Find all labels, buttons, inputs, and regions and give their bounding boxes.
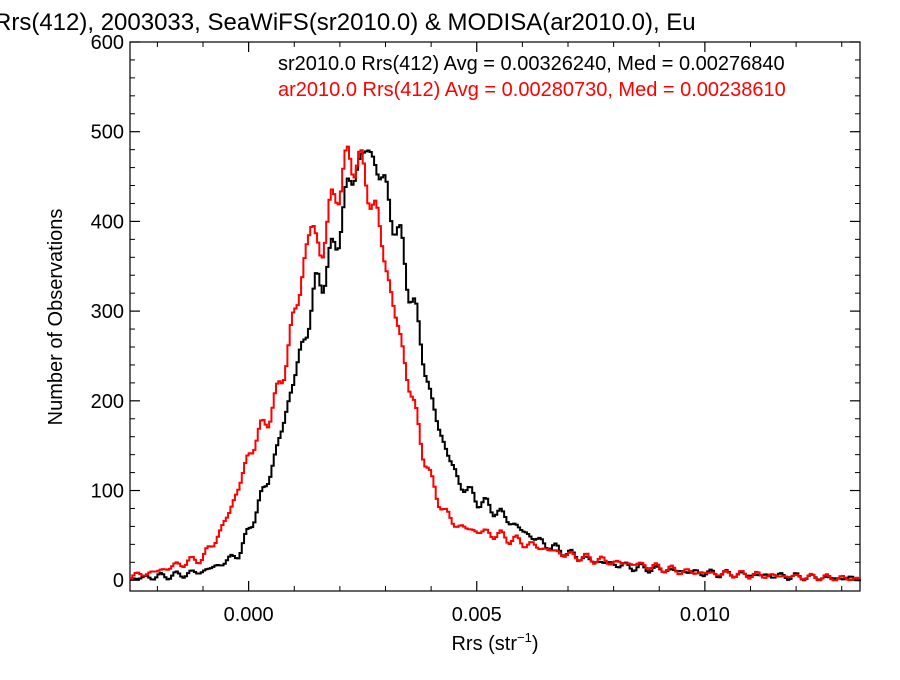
- chart-title: Rrs(412), 2003033, SeaWiFS(sr2010.0) & M…: [0, 9, 696, 36]
- x-tick-label: 0.010: [680, 604, 730, 626]
- y-tick-label: 100: [91, 481, 124, 503]
- y-tick-label: 400: [91, 211, 124, 233]
- y-tick-label: 500: [91, 122, 124, 144]
- legend-entry-black: sr2010.0 Rrs(412) Avg = 0.00326240, Med …: [278, 53, 785, 75]
- legend-entry-red: ar2010.0 Rrs(412) Avg = 0.00280730, Med …: [278, 79, 786, 101]
- x-axis-label: Rrs (str−1): [451, 630, 538, 655]
- series-layer: [130, 145, 861, 582]
- series-sr2010-histogram: [130, 149, 861, 582]
- x-axis-label-main: Rrs (str: [451, 633, 517, 655]
- y-tick-label: 300: [91, 301, 124, 323]
- y-tick-label: 200: [91, 391, 124, 413]
- axis-ticks: 0 100 200 300 400 500 600 0.000 0.005 0.010: [91, 32, 860, 626]
- y-axis-label: Number of Observations: [45, 209, 67, 426]
- plot-frame: [129, 41, 861, 592]
- x-tick-label: 0.000: [224, 604, 274, 626]
- x-axis-label-sup: −1: [517, 630, 532, 645]
- y-tick-label: 600: [91, 32, 124, 54]
- x-axis-label-close: ): [532, 633, 539, 655]
- y-tick-label: 0: [113, 570, 124, 592]
- x-tick-label: 0.005: [452, 604, 502, 626]
- series-ar2010-histogram: [130, 145, 861, 582]
